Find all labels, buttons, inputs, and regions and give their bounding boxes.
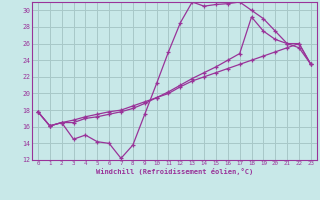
X-axis label: Windchill (Refroidissement éolien,°C): Windchill (Refroidissement éolien,°C) <box>96 168 253 175</box>
